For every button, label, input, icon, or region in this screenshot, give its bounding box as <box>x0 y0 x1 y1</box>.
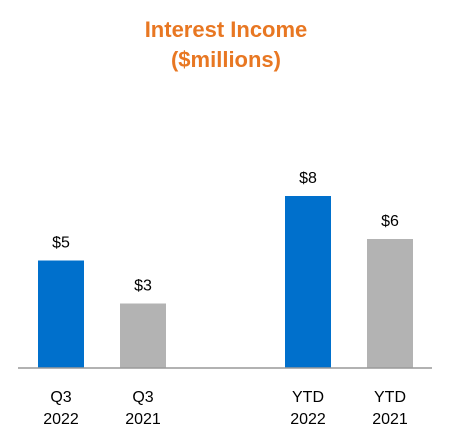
category-label-line2-3: 2021 <box>372 411 408 428</box>
bar-group <box>38 196 413 368</box>
category-label-line1-0: Q3 <box>50 389 71 406</box>
chart-subtitle: ($millions) <box>171 47 281 72</box>
category-label-line2-2: 2022 <box>290 411 326 428</box>
category-label-line1-3: YTD <box>374 389 406 406</box>
category-label-line1-2: YTD <box>292 389 324 406</box>
bar-1 <box>120 303 166 368</box>
chart-title: Interest Income <box>145 17 308 42</box>
label-group: $5 Q3 2022 $3 Q3 2021 $8 YTD 2022 $6 YTD 2021 <box>43 170 408 428</box>
bar-2 <box>285 196 331 368</box>
value-label-3: $6 <box>381 213 399 230</box>
category-label-line2-0: 2022 <box>43 411 79 428</box>
category-label-line2-1: 2021 <box>125 411 161 428</box>
value-label-0: $5 <box>52 235 70 252</box>
value-label-1: $3 <box>134 278 152 295</box>
bar-0 <box>38 260 84 368</box>
category-label-line1-1: Q3 <box>132 389 153 406</box>
value-label-2: $8 <box>299 170 317 187</box>
bar-3 <box>367 239 413 368</box>
